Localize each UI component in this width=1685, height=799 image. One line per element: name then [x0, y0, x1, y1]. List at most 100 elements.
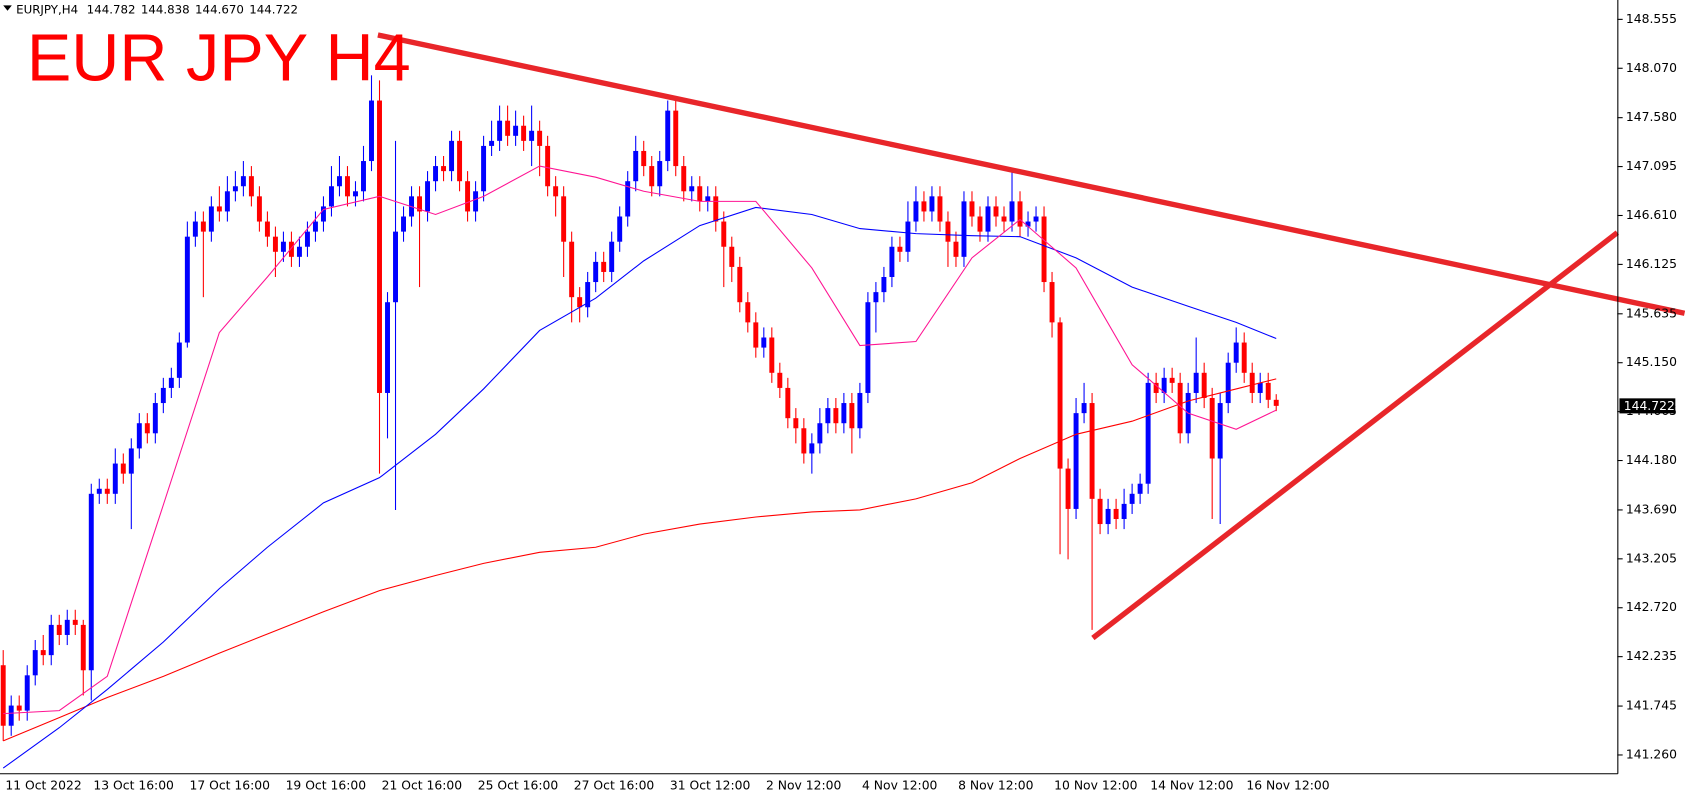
x-tick-label: 25 Oct 16:00 [478, 779, 559, 793]
candle-body [753, 322, 759, 348]
y-tick-label: 141.260 [1626, 747, 1677, 761]
candle-body [465, 181, 471, 212]
moving-average [2, 206, 1277, 769]
candle-body [48, 624, 54, 656]
y-tick-label: 147.095 [1626, 159, 1677, 173]
candle-body [1089, 403, 1095, 499]
trendline [1091, 230, 1619, 641]
candle-body [64, 619, 70, 635]
candle-body [1201, 372, 1207, 399]
candle-body [1009, 201, 1015, 222]
candle-body [889, 246, 895, 278]
candle-body [857, 392, 863, 429]
candle-body [697, 186, 703, 202]
candle-body [1081, 403, 1087, 414]
candle-body [681, 166, 687, 192]
y-tick-label: 144.180 [1626, 453, 1677, 467]
candle-body [801, 428, 807, 454]
y-tick-label: 145.150 [1626, 355, 1677, 369]
candle-body [280, 241, 286, 252]
candle-body [505, 120, 511, 136]
y-tick-label: 141.745 [1626, 699, 1677, 713]
candle-body [393, 231, 398, 303]
candle-body [665, 110, 671, 162]
candle-body [208, 206, 214, 232]
candle-body [112, 463, 118, 494]
candle-body [176, 342, 182, 378]
candle-body [657, 161, 663, 187]
candle-body [481, 145, 487, 192]
candle-body [136, 423, 142, 449]
candle-body [1249, 372, 1255, 393]
candle-body [1217, 403, 1223, 459]
candle-body [553, 186, 559, 197]
candle-body [609, 241, 615, 272]
candle-body [777, 372, 783, 388]
menu-arrow-icon[interactable] [3, 5, 12, 11]
candle-body [248, 176, 254, 197]
candle-body [785, 387, 791, 419]
plot-area [0, 32, 1685, 769]
candle-body [353, 191, 358, 197]
candle-body [825, 408, 831, 424]
candle-body [232, 186, 238, 192]
candle-body [537, 130, 543, 146]
candle-body [985, 206, 991, 232]
candle-body [120, 463, 126, 474]
x-tick-label: 11 Oct 2022 [5, 779, 81, 793]
header-open: 144.782 [87, 2, 136, 16]
candle-body [1137, 483, 1143, 494]
candle-body [1153, 382, 1159, 393]
candle-body [849, 403, 855, 429]
candle-body [1017, 201, 1023, 227]
candle-body [8, 705, 14, 726]
candle-body [1273, 399, 1279, 406]
y-tick-label: 146.610 [1626, 208, 1677, 222]
candle-body [769, 337, 775, 373]
candle-body [1161, 377, 1167, 393]
candle-body [745, 302, 751, 323]
candle-body [304, 231, 310, 247]
candle-body [0, 665, 6, 726]
candle-body [72, 619, 78, 625]
candle-body [921, 201, 927, 212]
candle-body [817, 423, 823, 444]
candle-body [32, 650, 38, 676]
candle-body [272, 236, 278, 252]
candle-body [168, 377, 174, 388]
candle-body [80, 624, 86, 671]
candle-body [200, 221, 206, 232]
candle-body [328, 186, 334, 207]
candle-body [1169, 377, 1175, 383]
candle-body [1209, 398, 1215, 459]
header-high: 144.838 [141, 2, 190, 16]
candle-body [793, 418, 799, 429]
candle-body [993, 206, 999, 217]
candle-body [369, 100, 374, 162]
candle-body [1025, 221, 1031, 227]
candle-body [1193, 372, 1199, 393]
candle-body [673, 110, 679, 167]
candle-body [192, 221, 198, 237]
candle-body [617, 216, 623, 242]
candle-body [1257, 382, 1263, 393]
candle-body [601, 261, 607, 272]
candle-body [721, 221, 727, 247]
candle-body [417, 196, 423, 212]
candle-body [312, 221, 318, 232]
candle-body [969, 201, 975, 217]
candle-body [345, 176, 350, 197]
candle-body [288, 241, 294, 257]
x-tick-label: 4 Nov 12:00 [862, 779, 938, 793]
x-tick-label: 14 Nov 12:00 [1150, 779, 1233, 793]
candle-body [1233, 342, 1239, 363]
candle-body [320, 206, 326, 222]
candle-body [865, 302, 871, 393]
candle-body [569, 241, 575, 298]
candle-body [1097, 498, 1103, 525]
candle-body [529, 130, 535, 141]
chart-title: EUR JPY H4 [27, 22, 411, 96]
candle-body [729, 246, 735, 267]
